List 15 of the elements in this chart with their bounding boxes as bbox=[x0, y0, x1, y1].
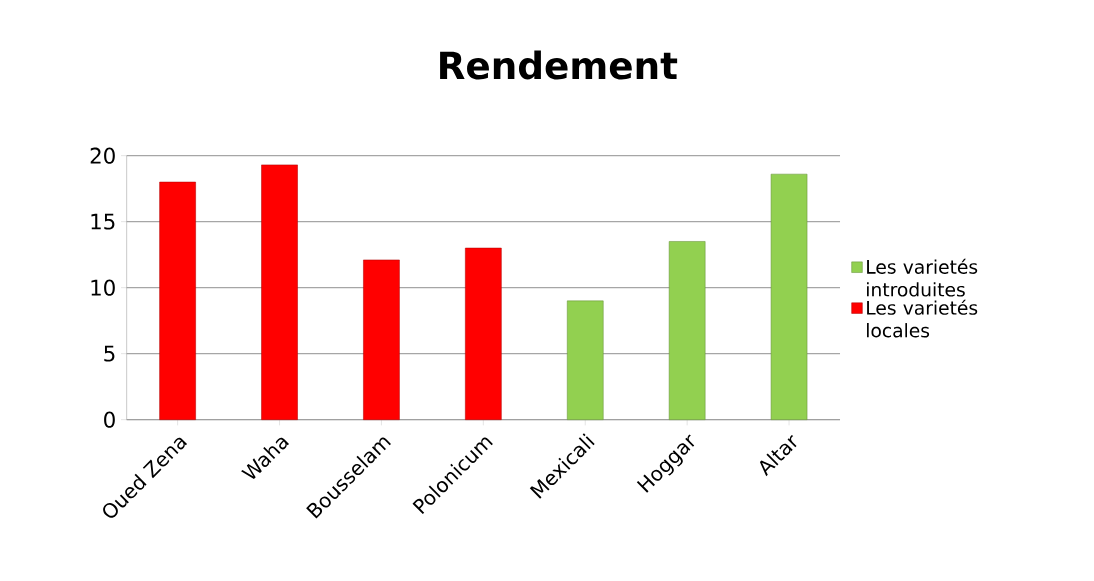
y-tick-label: 10 bbox=[91, 279, 115, 296]
y-tick-label: 20 bbox=[90, 147, 115, 164]
bar bbox=[465, 247, 502, 420]
bar bbox=[770, 173, 808, 420]
chart-title: Rendement bbox=[440, 50, 678, 80]
bar bbox=[261, 164, 298, 420]
y-tick-label: 15 bbox=[91, 213, 115, 230]
bar bbox=[668, 241, 706, 420]
bar bbox=[566, 300, 604, 420]
legend-label: Les varietés introduites bbox=[867, 258, 978, 297]
bar bbox=[363, 259, 400, 420]
legend-label: Les varietés locales bbox=[867, 299, 978, 338]
y-tick-label: 0 bbox=[104, 411, 115, 428]
y-tick-label: 5 bbox=[104, 345, 115, 362]
bar bbox=[159, 181, 196, 420]
